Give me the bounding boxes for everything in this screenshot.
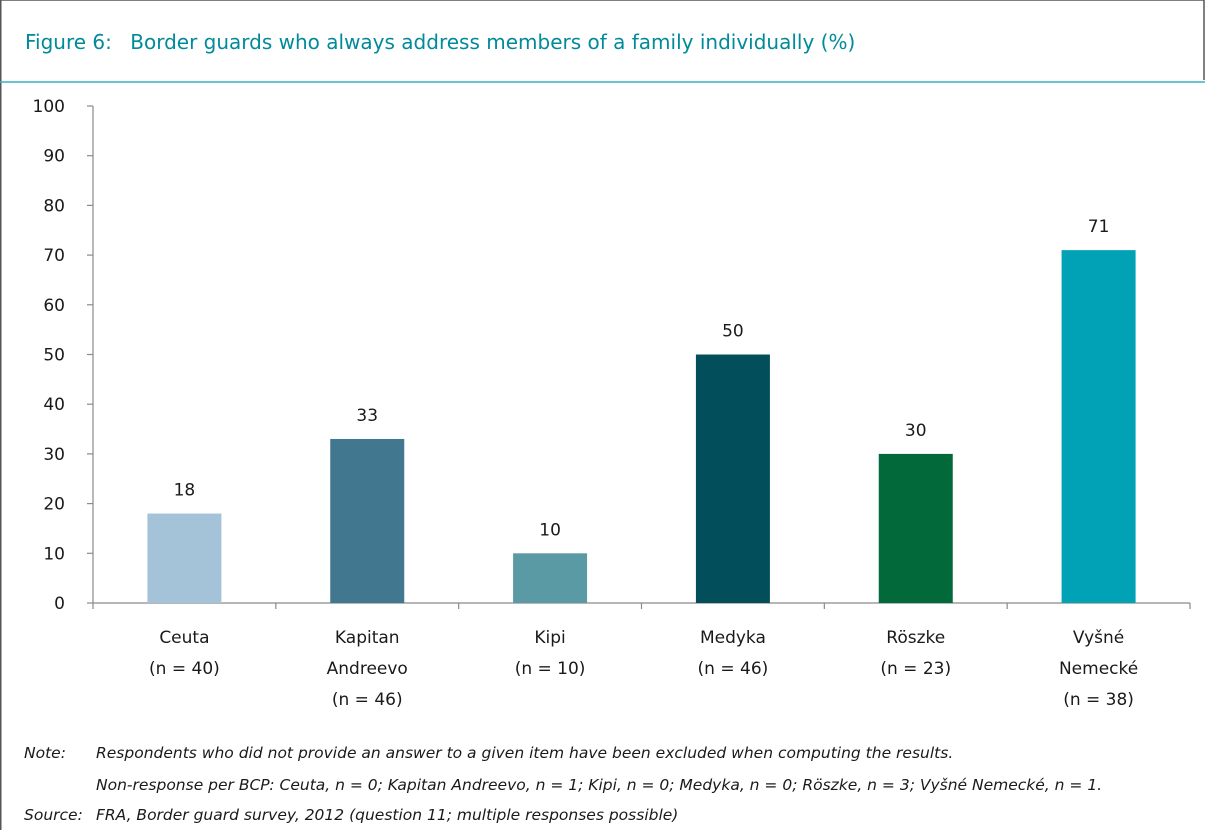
category-label: Andreevo (327, 659, 408, 679)
category-label: Kapitan (335, 628, 400, 648)
category-label: Nemecké (1059, 659, 1138, 679)
bar (330, 438, 405, 603)
note-label: Note: (24, 744, 66, 762)
y-tick-label: 60 (43, 296, 65, 316)
y-tick-label: 10 (43, 544, 65, 564)
y-tick-label: 100 (33, 97, 65, 117)
y-tick-label: 90 (43, 147, 65, 167)
data-label: 33 (356, 406, 378, 426)
category-label: (n = 38) (1063, 690, 1134, 710)
y-tick-label: 0 (54, 594, 65, 614)
category-label: (n = 40) (149, 659, 220, 679)
bar (878, 453, 953, 603)
y-tick-label: 70 (43, 246, 65, 266)
figure-title: Figure 6: Border guards who always addre… (25, 30, 855, 54)
category-label: Vyšné (1073, 628, 1124, 648)
bar (1061, 250, 1136, 603)
y-tick-label: 30 (43, 445, 65, 465)
note-text-2: Non-response per BCP: Ceuta, n = 0; Kapi… (96, 776, 1103, 794)
category-label: Medyka (700, 628, 766, 648)
y-tick-label: 20 (43, 495, 65, 515)
data-label: 50 (722, 322, 744, 342)
category-label: (n = 10) (515, 659, 586, 679)
category-label: Röszke (886, 628, 945, 648)
source-label: Source: (24, 806, 83, 824)
figure-title-text: Border guards who always address members… (130, 30, 856, 54)
note-line-2: Non-response per BCP: Ceuta, n = 0; Kapi… (24, 776, 1102, 794)
y-tick-label: 40 (43, 395, 65, 415)
data-label: 71 (1088, 217, 1110, 237)
y-tick-label: 80 (43, 196, 65, 216)
data-label: 10 (539, 520, 561, 540)
note-text-1: Respondents who did not provide an answe… (96, 744, 954, 762)
category-label: (n = 23) (880, 659, 951, 679)
source-text: FRA, Border guard survey, 2012 (question… (96, 806, 679, 824)
category-label: Kipi (534, 628, 565, 648)
y-tick-label: 50 (43, 346, 65, 366)
note-line-1: Note: Respondents who did not provide an … (24, 744, 953, 762)
data-label: 30 (905, 421, 927, 441)
bar (513, 553, 588, 603)
source-line: Source: FRA, Border guard survey, 2012 (q… (24, 806, 678, 824)
bar (695, 354, 770, 603)
category-label: (n = 46) (332, 690, 403, 710)
category-label: (n = 46) (698, 659, 769, 679)
figure-number: Figure 6: (25, 30, 112, 54)
data-label: 18 (174, 481, 196, 501)
bar (147, 513, 222, 603)
category-label: Ceuta (159, 628, 209, 648)
